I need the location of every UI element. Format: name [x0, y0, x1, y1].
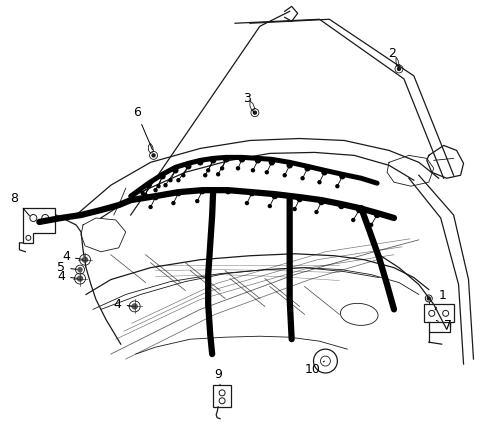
Circle shape: [141, 192, 144, 195]
Circle shape: [305, 166, 310, 171]
Circle shape: [336, 185, 339, 187]
Circle shape: [144, 194, 147, 197]
Circle shape: [319, 200, 324, 205]
Circle shape: [352, 218, 355, 221]
Circle shape: [164, 184, 167, 187]
Circle shape: [269, 160, 274, 165]
Circle shape: [315, 211, 318, 214]
Text: 3: 3: [243, 92, 254, 113]
Text: 8: 8: [11, 192, 30, 216]
Circle shape: [157, 185, 160, 187]
Text: 9: 9: [214, 369, 222, 385]
Circle shape: [237, 167, 240, 170]
Circle shape: [160, 174, 165, 179]
Circle shape: [172, 202, 175, 205]
Circle shape: [173, 168, 178, 173]
Circle shape: [252, 169, 254, 172]
Text: 6: 6: [133, 106, 153, 150]
Circle shape: [322, 170, 327, 175]
Circle shape: [200, 189, 205, 194]
Circle shape: [149, 206, 152, 209]
Circle shape: [340, 174, 345, 179]
Circle shape: [427, 297, 430, 300]
Circle shape: [198, 160, 203, 165]
Circle shape: [169, 179, 172, 182]
Circle shape: [357, 208, 362, 212]
Text: 10: 10: [305, 361, 324, 377]
Circle shape: [240, 157, 244, 162]
Circle shape: [152, 154, 155, 157]
Circle shape: [207, 169, 210, 172]
Circle shape: [287, 163, 292, 168]
Circle shape: [318, 181, 321, 184]
Circle shape: [78, 267, 82, 272]
Circle shape: [224, 157, 228, 162]
Circle shape: [154, 189, 157, 192]
Circle shape: [146, 183, 151, 187]
Text: 2: 2: [388, 46, 397, 66]
Circle shape: [83, 257, 87, 262]
Text: 4: 4: [62, 250, 82, 263]
Circle shape: [182, 174, 185, 177]
Circle shape: [250, 190, 254, 196]
Circle shape: [374, 212, 380, 218]
Text: 5: 5: [57, 261, 77, 274]
Circle shape: [265, 171, 268, 174]
Circle shape: [283, 174, 286, 177]
Circle shape: [221, 167, 224, 170]
Circle shape: [293, 208, 296, 211]
Circle shape: [245, 202, 249, 205]
Circle shape: [153, 195, 158, 200]
Text: 1: 1: [435, 289, 446, 310]
Text: 4: 4: [57, 270, 77, 283]
Circle shape: [253, 111, 256, 114]
Circle shape: [339, 203, 344, 209]
Circle shape: [204, 174, 207, 177]
Circle shape: [272, 194, 277, 199]
Circle shape: [186, 164, 191, 169]
Circle shape: [297, 197, 302, 202]
Circle shape: [301, 177, 304, 180]
Circle shape: [211, 158, 216, 163]
Text: 4: 4: [114, 298, 132, 311]
Circle shape: [226, 189, 230, 194]
Circle shape: [268, 205, 271, 208]
Circle shape: [132, 304, 137, 309]
Circle shape: [177, 179, 180, 182]
Circle shape: [176, 190, 181, 196]
Circle shape: [370, 224, 372, 227]
Circle shape: [216, 173, 220, 176]
Circle shape: [78, 276, 83, 281]
Circle shape: [255, 158, 260, 163]
Circle shape: [397, 68, 400, 71]
Text: 7: 7: [436, 319, 452, 332]
Circle shape: [196, 200, 199, 203]
